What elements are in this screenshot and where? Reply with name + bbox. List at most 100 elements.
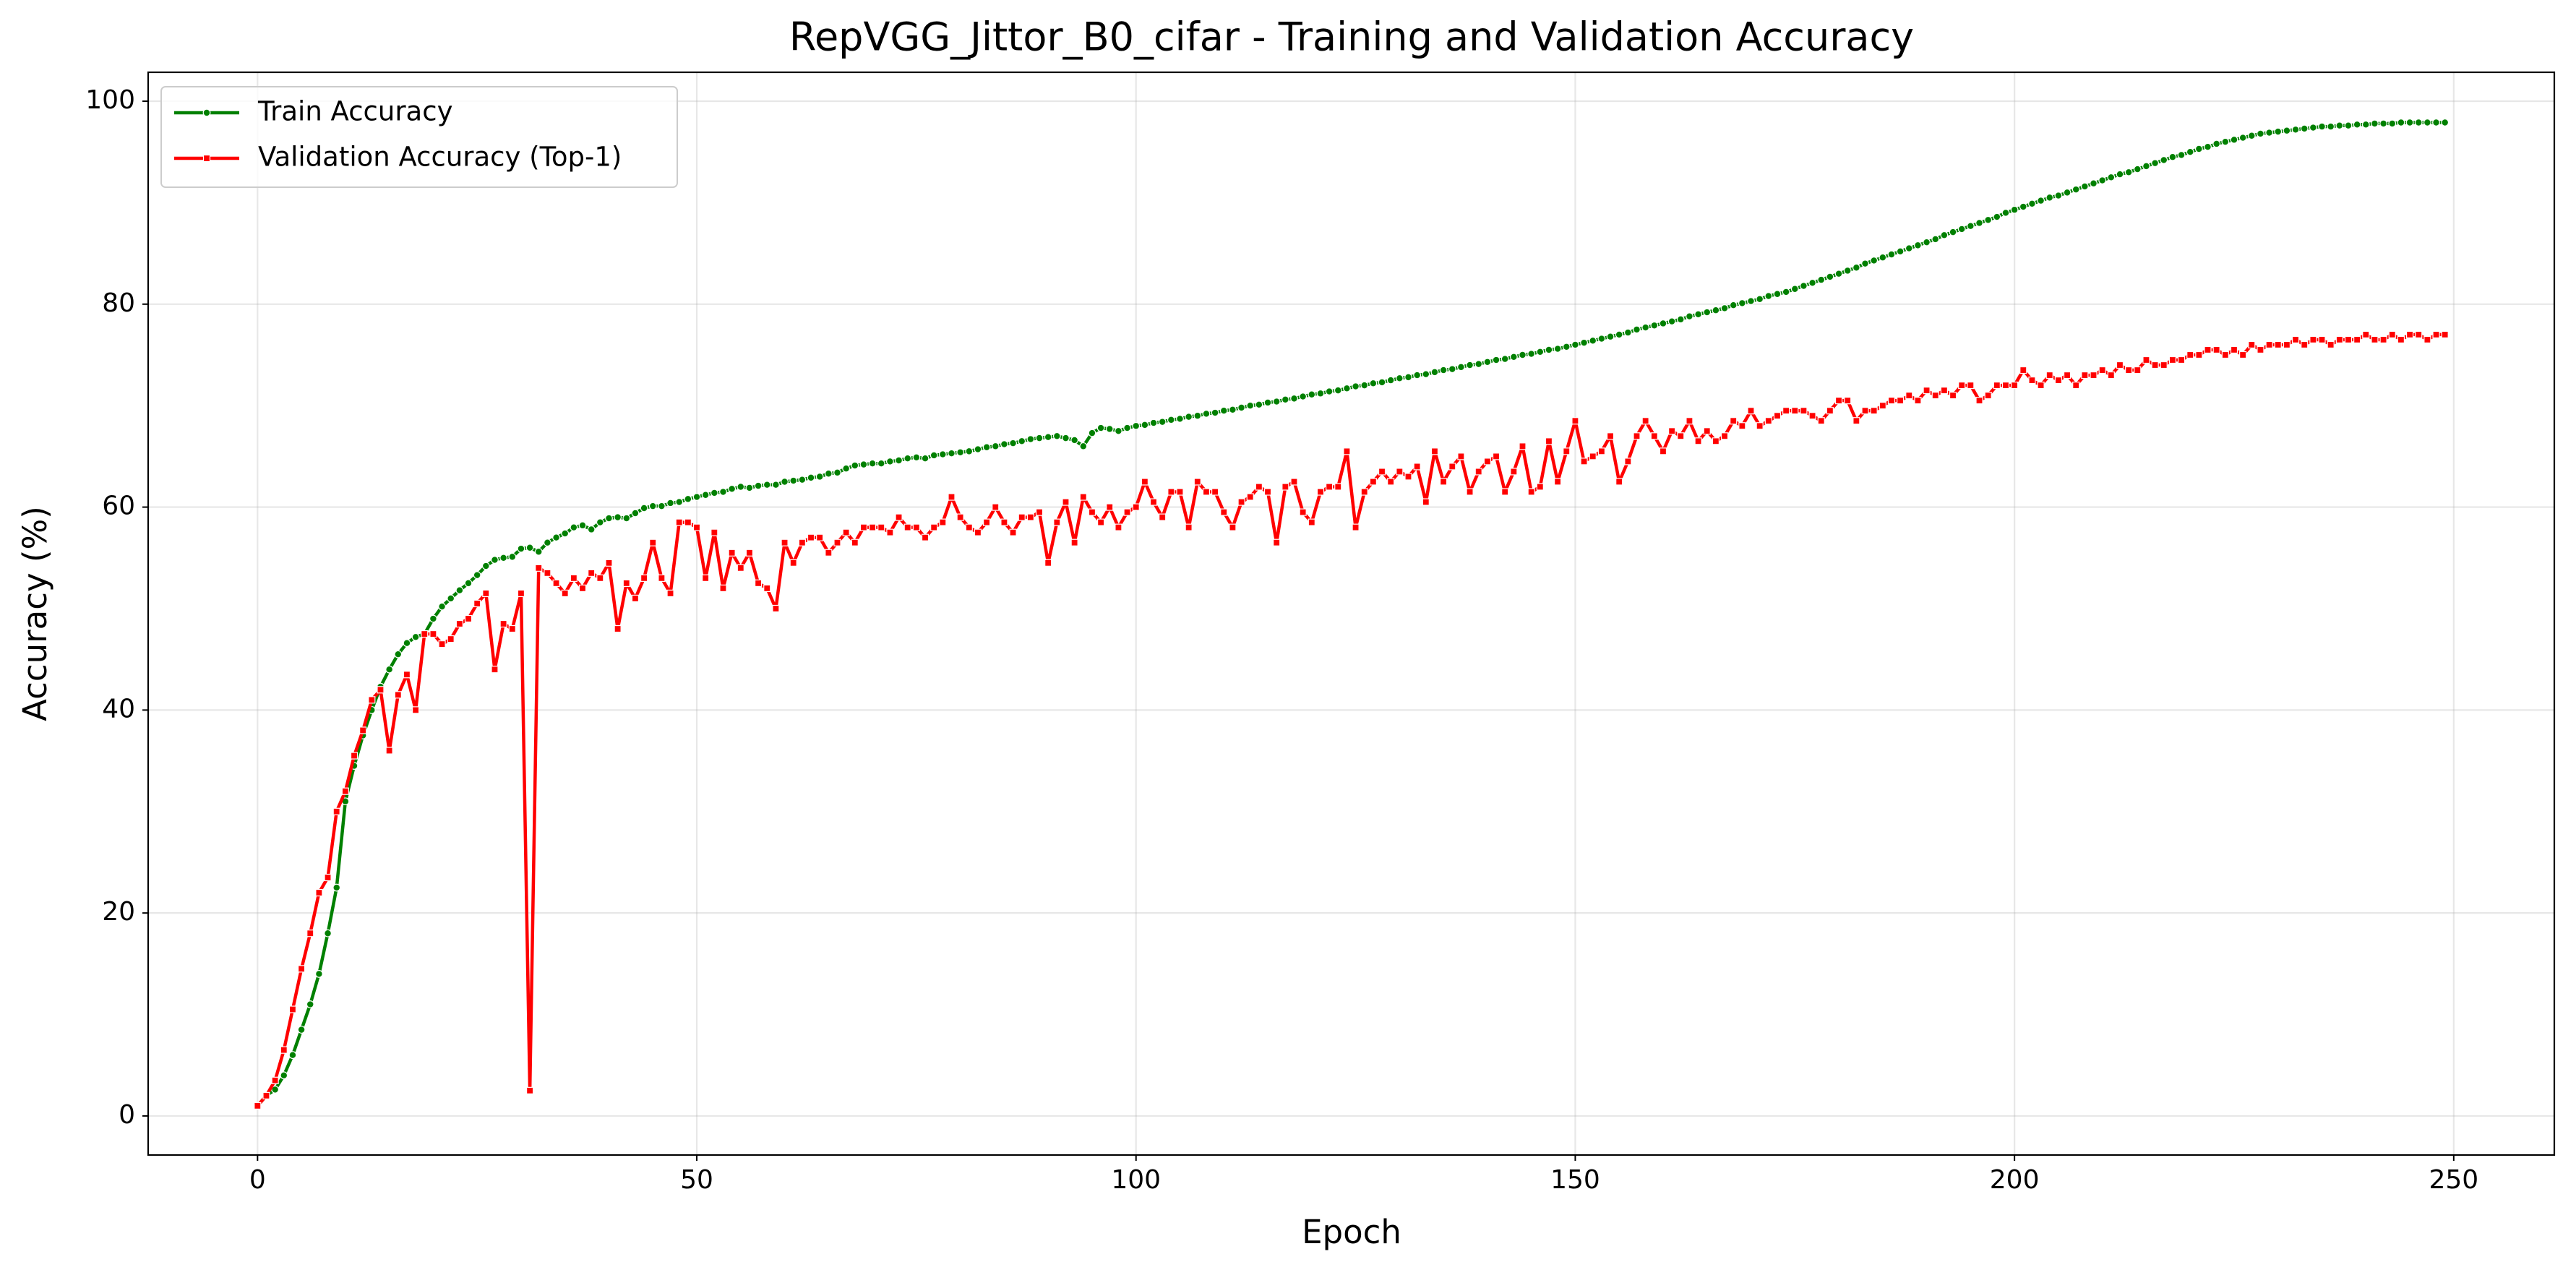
data-point [1159, 513, 1167, 521]
data-point [314, 969, 323, 978]
data-point [2309, 124, 2317, 132]
data-point [324, 929, 332, 937]
data-point [578, 521, 587, 530]
data-point [1897, 397, 1905, 405]
data-point [614, 624, 622, 633]
data-point [2291, 335, 2300, 344]
data-point [2142, 162, 2150, 171]
data-point [1404, 373, 1412, 382]
data-point [455, 586, 464, 595]
data-point [517, 589, 525, 598]
x-tick-label: 250 [2429, 1165, 2478, 1195]
x-tick-label: 50 [680, 1165, 713, 1195]
data-point [464, 579, 473, 588]
data-point [956, 513, 964, 521]
y-tick-label: 100 [85, 85, 135, 115]
data-point [1430, 368, 1439, 377]
data-point [2423, 335, 2431, 344]
data-point [1044, 433, 1052, 442]
data-point [1115, 523, 1122, 531]
data-point [2037, 382, 2045, 390]
data-point [763, 481, 771, 489]
data-point [1167, 416, 1175, 424]
data-point [2212, 345, 2220, 354]
chart-title: RepVGG_Jittor_B0_cifar - Training and Va… [789, 14, 1914, 60]
data-point [473, 571, 481, 580]
y-axis-label: Accuracy (%) [16, 506, 54, 721]
data-point [1712, 306, 1720, 314]
data-point [2300, 124, 2309, 133]
data-point [2081, 371, 2089, 379]
data-point [2230, 345, 2238, 354]
data-point [719, 488, 727, 496]
data-point [1123, 508, 1131, 516]
data-point [1870, 407, 1878, 415]
data-point [2397, 119, 2405, 126]
data-point [1474, 360, 1483, 369]
data-point [1914, 397, 1922, 405]
data-point [2379, 119, 2388, 128]
data-point [1852, 263, 1860, 272]
data-point [1615, 478, 1623, 486]
data-point [1826, 272, 1834, 281]
data-point [1272, 398, 1281, 405]
data-point [324, 873, 332, 882]
data-point [1290, 394, 1298, 403]
data-point [1527, 350, 1536, 358]
data-point [1009, 528, 1017, 536]
data-point [658, 502, 666, 510]
data-point [1220, 508, 1228, 516]
data-point [842, 464, 851, 473]
data-point [737, 483, 745, 491]
data-point [2335, 335, 2343, 344]
data-point [851, 538, 859, 546]
data-point [1887, 250, 1896, 259]
data-point [2361, 120, 2370, 129]
data-point [1466, 488, 1474, 496]
data-point [2212, 139, 2221, 148]
data-point [939, 518, 947, 526]
data-point [1905, 244, 1913, 252]
data-point [807, 473, 815, 482]
data-point [622, 579, 630, 587]
data-point [2142, 356, 2150, 364]
data-point [482, 589, 490, 598]
data-point [1326, 483, 1334, 491]
data-point [297, 1026, 306, 1034]
data-point [930, 523, 938, 531]
data-point [1896, 247, 1905, 256]
data-point [491, 556, 499, 564]
data-point [2195, 351, 2203, 359]
data-point [2054, 376, 2063, 385]
legend-marker [202, 108, 211, 117]
data-point [2291, 125, 2300, 134]
data-point [2045, 371, 2053, 379]
data-point [1334, 483, 1342, 491]
data-point [1800, 407, 1808, 415]
data-point [1079, 493, 1087, 501]
data-point [1316, 488, 1325, 496]
y-tick-label: 20 [102, 897, 135, 927]
data-point [869, 523, 877, 531]
data-point [921, 454, 929, 463]
data-point [1536, 348, 1545, 356]
data-point [1923, 238, 1931, 246]
data-point [710, 489, 718, 497]
legend-label: Train Accuracy [257, 96, 452, 127]
data-point [1914, 241, 1922, 249]
data-point [1237, 403, 1245, 412]
data-point [948, 493, 956, 501]
data-point [1263, 488, 1272, 496]
data-point [666, 589, 674, 598]
data-point [1343, 384, 1351, 392]
data-point [2327, 122, 2335, 131]
data-point [1641, 323, 1650, 332]
data-point [2107, 173, 2116, 181]
data-point [1255, 400, 1263, 409]
data-point [2353, 120, 2361, 129]
data-point [2010, 205, 2019, 214]
data-point [570, 523, 578, 532]
data-point [1879, 253, 1887, 262]
data-point [684, 518, 692, 526]
data-point [1940, 387, 1948, 395]
